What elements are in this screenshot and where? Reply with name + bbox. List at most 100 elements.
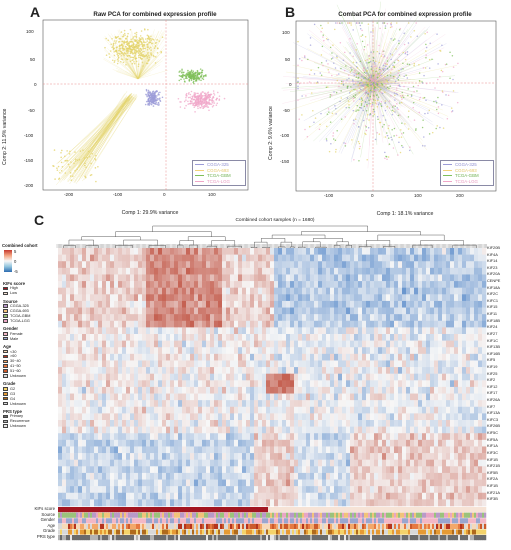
data-point bbox=[87, 150, 90, 153]
data-point bbox=[152, 54, 155, 57]
data-point bbox=[328, 150, 331, 153]
heatmap-cell bbox=[218, 254, 223, 262]
data-point bbox=[325, 60, 328, 62]
heatmap-cell bbox=[466, 287, 471, 295]
data-point bbox=[95, 180, 97, 183]
heatmap-cell bbox=[354, 314, 359, 322]
heatmap-cell bbox=[422, 300, 427, 308]
heatmap-cell bbox=[58, 281, 63, 288]
data-point bbox=[195, 104, 198, 106]
data-point bbox=[146, 55, 149, 58]
data-point bbox=[208, 103, 210, 105]
data-point bbox=[336, 130, 338, 132]
data-point bbox=[370, 51, 372, 53]
heatmap-cell bbox=[58, 274, 63, 282]
heatmap-cell bbox=[66, 281, 71, 288]
data-point bbox=[83, 157, 86, 159]
heatmap-cell bbox=[150, 254, 155, 262]
heatmap-cell bbox=[274, 347, 279, 355]
heatmap-cell bbox=[394, 300, 399, 308]
heatmap-cell bbox=[474, 307, 479, 315]
heatmap-cell bbox=[174, 347, 179, 355]
ray-line bbox=[372, 60, 407, 84]
heatmap-cell bbox=[106, 281, 111, 288]
heatmap-cell bbox=[354, 307, 359, 315]
data-point bbox=[139, 35, 142, 37]
heatmap-cell bbox=[146, 294, 151, 302]
ray-line bbox=[372, 62, 416, 84]
ray-line bbox=[372, 82, 400, 102]
data-point bbox=[121, 35, 124, 38]
expression-heatmap bbox=[58, 248, 487, 507]
heatmap-cell bbox=[470, 300, 475, 308]
heatmap-cell bbox=[402, 334, 407, 341]
data-point bbox=[360, 35, 362, 37]
panel-a-scatter-plot bbox=[42, 19, 249, 191]
data-point bbox=[144, 28, 146, 31]
heatmap-cell bbox=[378, 314, 383, 322]
data-point bbox=[390, 37, 392, 40]
heatmap-cell bbox=[402, 267, 407, 275]
heatmap-cell bbox=[90, 274, 95, 282]
heatmap-cell bbox=[126, 294, 131, 302]
data-point bbox=[391, 109, 393, 112]
heatmap-cell bbox=[186, 314, 191, 322]
legend-label: CGGA-325 bbox=[207, 162, 229, 168]
data-point bbox=[205, 95, 207, 97]
heatmap-cell bbox=[290, 254, 295, 262]
data-point bbox=[386, 158, 388, 160]
panel-c-title: Combined cohort samples (n = 1680) bbox=[235, 218, 315, 223]
heatmap-cell bbox=[310, 267, 315, 275]
heatmap-cell bbox=[446, 287, 451, 295]
heatmap-cell bbox=[290, 294, 295, 302]
heatmap-cell bbox=[102, 300, 107, 308]
heatmap-cell bbox=[290, 327, 295, 335]
data-point bbox=[135, 60, 138, 63]
heatmap-cell bbox=[410, 327, 415, 335]
data-point bbox=[456, 101, 459, 104]
heatmap-cell bbox=[362, 340, 367, 348]
heatmap-cell bbox=[86, 307, 91, 315]
ray-line bbox=[137, 72, 151, 80]
heatmap-cell bbox=[234, 300, 239, 308]
data-point bbox=[325, 86, 328, 89]
heatmap-cell bbox=[386, 254, 391, 262]
heatmap-cell bbox=[98, 281, 103, 288]
data-point bbox=[398, 141, 400, 143]
data-point bbox=[74, 160, 77, 162]
heatmap-cell bbox=[254, 347, 259, 355]
data-point bbox=[408, 110, 410, 112]
data-point bbox=[150, 39, 153, 41]
data-point bbox=[68, 153, 71, 155]
heatmap-cell bbox=[370, 340, 375, 348]
heatmap-cell bbox=[418, 327, 423, 335]
heatmap-cell bbox=[110, 307, 115, 315]
heatmap-cell bbox=[454, 340, 459, 348]
data-point bbox=[408, 63, 411, 66]
heatmap-cell bbox=[242, 320, 247, 328]
data-point bbox=[374, 74, 377, 76]
heatmap-cell bbox=[446, 294, 451, 302]
ray-line bbox=[137, 39, 151, 80]
data-point bbox=[145, 88, 148, 91]
ray-line bbox=[137, 60, 146, 80]
data-point bbox=[190, 76, 193, 79]
heatmap-cell bbox=[238, 254, 243, 262]
heatmap-cell bbox=[450, 307, 455, 315]
heatmap-cell bbox=[270, 254, 275, 262]
heatmap-cell bbox=[398, 274, 403, 282]
heatmap-cell bbox=[182, 294, 187, 302]
heatmap-cell bbox=[358, 340, 363, 348]
heatmap-cell bbox=[114, 327, 119, 335]
heatmap-cell bbox=[194, 327, 199, 335]
heatmap-cell bbox=[198, 248, 203, 255]
heatmap-cell bbox=[402, 307, 407, 315]
heatmap-cell bbox=[426, 294, 431, 302]
heatmap-cell bbox=[306, 327, 311, 335]
heatmap-cell bbox=[214, 274, 219, 282]
heatmap-cell bbox=[314, 320, 319, 328]
data-point bbox=[386, 134, 389, 137]
heatmap-cell bbox=[102, 254, 107, 262]
heatmap-cell bbox=[138, 340, 143, 348]
data-point bbox=[141, 44, 144, 46]
